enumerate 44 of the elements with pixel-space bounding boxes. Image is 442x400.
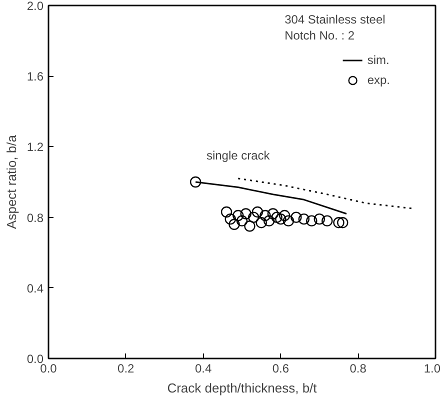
annotation: 304 Stainless steel: [284, 12, 386, 27]
point: [278, 210, 290, 222]
point: [314, 213, 325, 225]
point: [240, 208, 252, 220]
x-tick-label: 0.2: [118, 362, 135, 376]
x-tick-label: 0.4: [194, 362, 212, 376]
legend-label: sim.: [367, 53, 390, 67]
point: [260, 210, 271, 222]
x-tick-label: 0.6: [272, 362, 290, 376]
point: [228, 218, 240, 230]
point: [263, 215, 275, 226]
y-tick-label: 0.8: [26, 210, 44, 225]
point: [248, 212, 260, 223]
y-tick-label: 1.2: [26, 140, 44, 154]
point: [322, 215, 333, 226]
x-tick-label: 0.8: [350, 362, 367, 376]
y-tick-label: 0.4: [26, 281, 44, 296]
x-tick-label: 0.0: [40, 362, 58, 376]
y-tick-label: 1.6: [26, 70, 44, 84]
y-tick-label: 2.0: [26, 0, 44, 13]
point: [224, 213, 236, 225]
annotation: single crack: [206, 148, 271, 163]
point: [271, 212, 282, 223]
x-axis-title: Crack depth/thickness, b/t: [167, 380, 318, 396]
point: [298, 213, 310, 225]
x-tick-label: 1.0: [424, 362, 441, 376]
line-series: [237, 178, 414, 210]
point: [306, 215, 318, 226]
point: [244, 220, 256, 232]
point: [190, 176, 202, 188]
annotation: Notch No. : 2: [284, 28, 355, 43]
point: [232, 210, 244, 222]
point: [275, 213, 286, 225]
y-axis-title: Aspect ratio, b/a: [4, 134, 19, 229]
point: [256, 217, 267, 228]
point: [337, 217, 348, 228]
point: [333, 217, 344, 228]
point: [290, 212, 302, 223]
legend-label: exp.: [367, 73, 390, 87]
point: [267, 208, 279, 220]
point: [236, 215, 248, 226]
point: [220, 206, 232, 218]
point: [282, 215, 294, 226]
point: [252, 206, 264, 218]
